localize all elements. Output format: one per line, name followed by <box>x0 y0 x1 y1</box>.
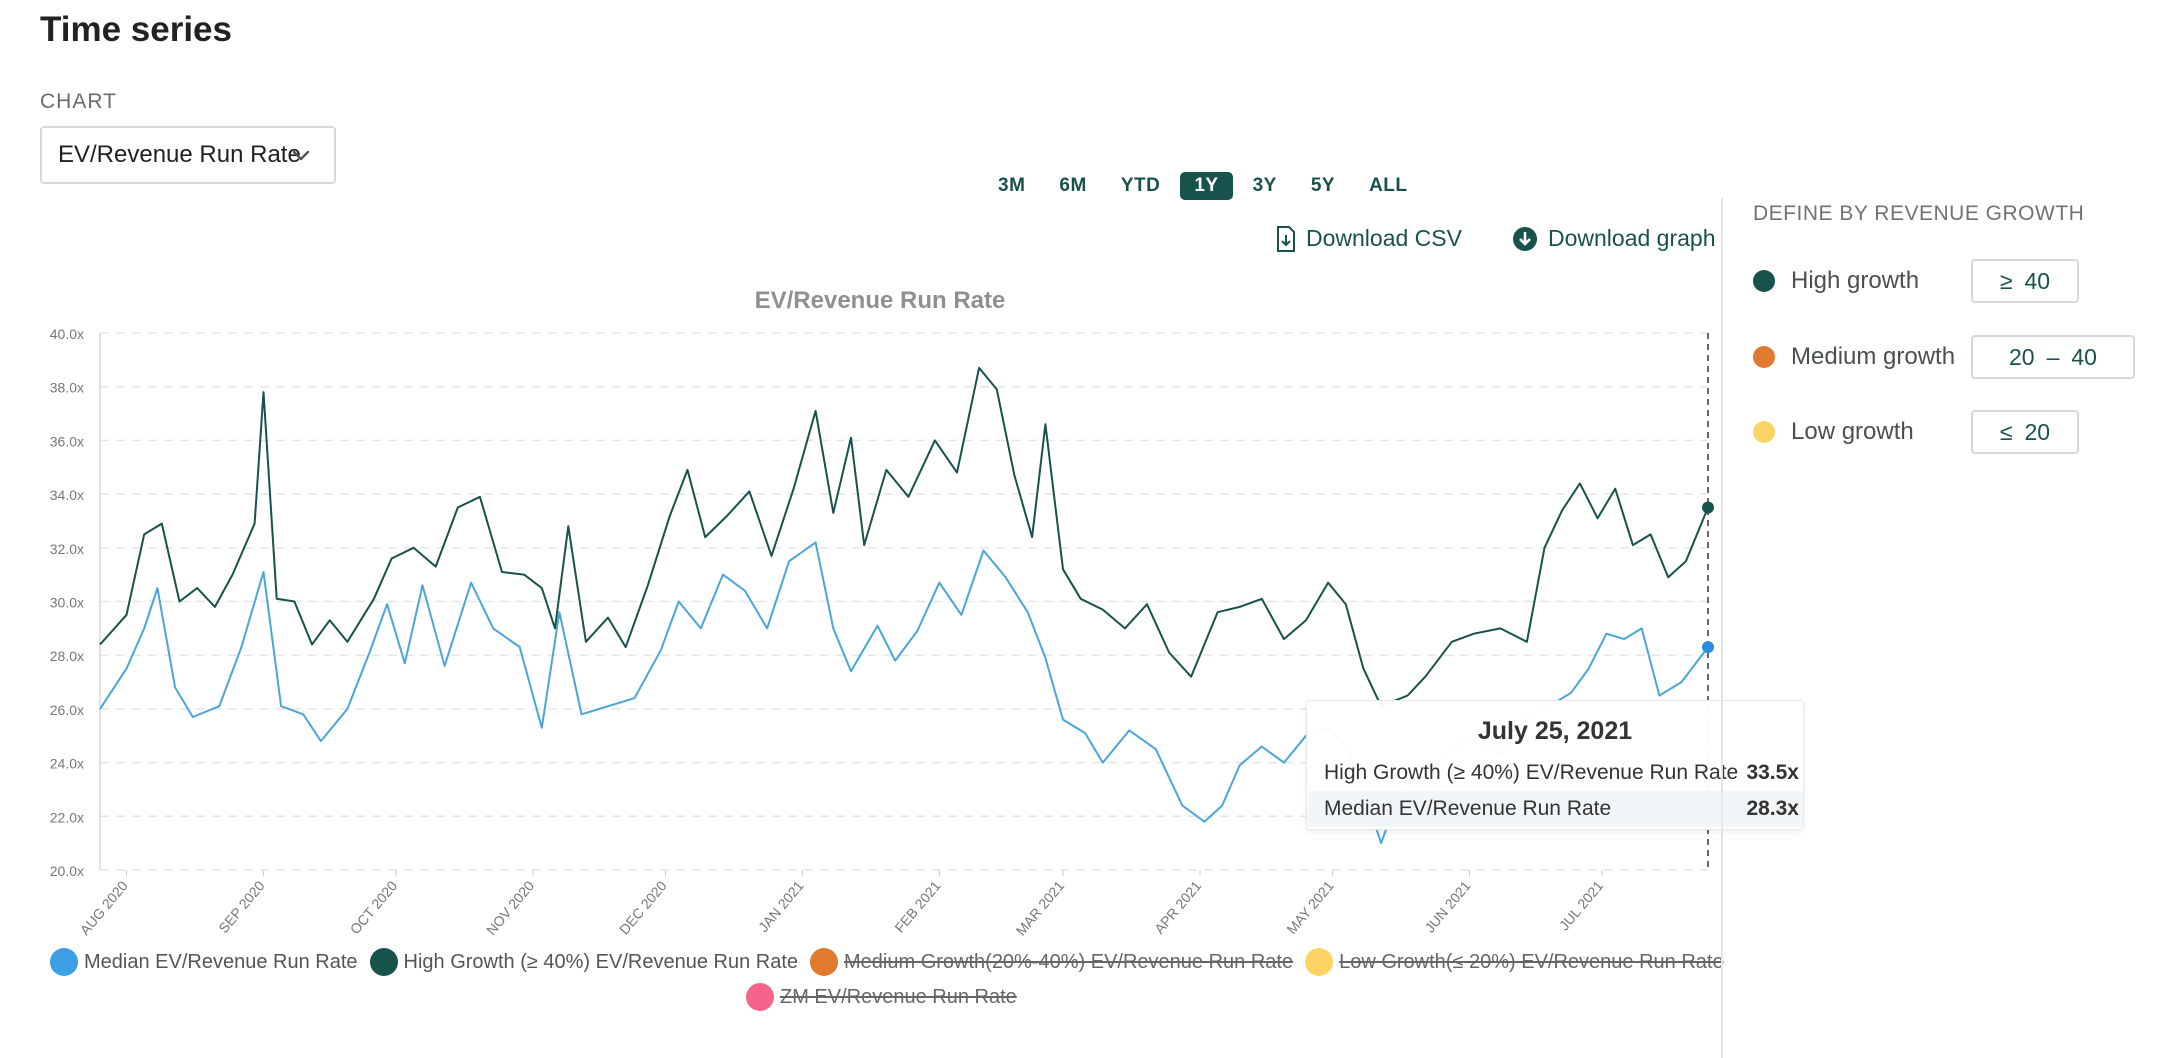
y-tick-label: 22.0x <box>50 809 84 825</box>
download-csv-label: Download CSV <box>1306 225 1462 251</box>
low-growth-threshold-input[interactable]: ≤ 20 <box>1971 410 2079 454</box>
chart-select[interactable]: EV/Revenue Run Rate <box>40 126 336 184</box>
legend-item[interactable]: High Growth (≥ 40%) EV/Revenue Run Rate <box>369 948 799 976</box>
range-tab-6m[interactable]: 6M <box>1059 175 1087 196</box>
high-growth-threshold-input[interactable]: ≥ 40 <box>1971 259 2079 303</box>
chart-title: EV/Revenue Run Rate <box>754 287 1006 314</box>
tooltip-series-value: 28.3x <box>1746 797 1799 820</box>
tooltip-row: High Growth (≥ 40%) EV/Revenue Run Rate … <box>1308 755 1803 791</box>
legend-label: Medium Growth(20%-40%) EV/Revenue Run Ra… <box>844 950 1294 973</box>
chart-tooltip: July 25, 2021 High Growth (≥ 40%) EV/Rev… <box>1306 700 1804 830</box>
x-tick-label: OCT 2020 <box>347 877 401 937</box>
legend-color-dot <box>810 948 838 976</box>
medium-growth-max: 40 <box>2071 343 2097 370</box>
y-tick-label: 28.0x <box>50 648 84 664</box>
chart-select-label: CHART <box>40 90 117 113</box>
chevron-down-icon <box>292 150 310 161</box>
tooltip-series-name: High Growth (≥ 40%) EV/Revenue Run Rate <box>1324 761 1739 784</box>
x-tick-label: JUN 2021 <box>1421 877 1473 935</box>
legend-color-dot <box>1305 948 1334 976</box>
low-growth-label: Low growth <box>1791 418 1914 445</box>
high-growth-min: 40 <box>2024 267 2051 294</box>
medium-growth-label: Medium growth <box>1791 343 1956 370</box>
range-tab-ytd[interactable]: YTD <box>1120 175 1161 196</box>
x-tick-label: MAR 2021 <box>1013 877 1068 938</box>
growth-row-low: Low growth ≤ 20 <box>1753 410 2079 454</box>
hover-point <box>1702 641 1714 654</box>
medium-growth-dot <box>1753 346 1775 368</box>
tooltip-row: Median EV/Revenue Run Rate 28.3x <box>1308 791 1803 827</box>
x-tick-label: DEC 2020 <box>616 877 670 937</box>
legend-label: High Growth (≥ 40%) EV/Revenue Run Rate <box>403 950 799 973</box>
chart-select-value: EV/Revenue Run Rate <box>58 141 301 168</box>
legend-color-dot <box>746 983 774 1011</box>
download-graph-label: Download graph <box>1548 225 1716 251</box>
file-download-icon <box>1277 225 1295 252</box>
x-tick-label: NOV 2020 <box>483 877 537 938</box>
define-growth-title: DEFINE BY REVENUE GROWTH <box>1753 202 2085 225</box>
x-tick-label: JUL 2021 <box>1556 877 1607 933</box>
high-growth-label: High growth <box>1791 267 1920 294</box>
chart-legend: Median EV/Revenue Run Rate High Growth (≥… <box>50 948 1736 976</box>
y-tick-label: 34.0x <box>50 487 84 503</box>
download-graph-button[interactable]: Download graph <box>1512 225 1716 252</box>
download-csv-button[interactable]: Download CSV <box>1276 225 1462 252</box>
legend-label: Low Growth(≤ 20%) EV/Revenue Run Rate <box>1339 950 1724 973</box>
y-tick-label: 40.0x <box>50 326 84 342</box>
legend-label: Median EV/Revenue Run Rate <box>84 950 358 973</box>
x-tick-label: APR 2021 <box>1151 877 1204 936</box>
medium-growth-range-input[interactable]: 20 – 40 <box>1971 335 2135 379</box>
chart-legend-row-2: ZM EV/Revenue Run Rate <box>746 983 1029 1011</box>
range-tab-all[interactable]: ALL <box>1369 175 1408 196</box>
high-growth-dot <box>1753 270 1775 292</box>
x-tick-label: SEP 2020 <box>215 877 268 936</box>
x-tick-label: JAN 2021 <box>755 877 807 935</box>
y-tick-label: 30.0x <box>50 595 84 611</box>
y-tick-label: 20.0x <box>50 863 84 879</box>
line-chart: 20.0x 22.0x 24.0x 26.0x 28.0x 30.0x 32.0x 34.0x… <box>50 326 1714 939</box>
legend-item[interactable]: ZM EV/Revenue Run Rate <box>746 983 1017 1011</box>
growth-row-high: High growth ≥ 40 <box>1753 259 2079 303</box>
y-tick-label: 24.0x <box>50 756 84 772</box>
tooltip-series-name: Median EV/Revenue Run Rate <box>1324 797 1612 820</box>
legend-color-dot <box>369 948 398 976</box>
y-tick-label: 36.0x <box>50 433 84 449</box>
series-line <box>99 366 1709 708</box>
x-tick-label: AUG 2020 <box>77 877 131 938</box>
low-growth-dot <box>1753 421 1775 443</box>
operator-gte: ≥ <box>1999 267 2013 294</box>
legend-item[interactable]: Low Growth(≤ 20%) EV/Revenue Run Rate <box>1305 948 1724 976</box>
low-growth-max: 20 <box>2024 418 2051 445</box>
y-tick-label: 38.0x <box>50 380 84 396</box>
panel-divider <box>1721 198 1723 1058</box>
medium-growth-min: 20 <box>2009 343 2035 370</box>
tooltip-date: July 25, 2021 <box>1477 717 1633 745</box>
range-tab-3y[interactable]: 3Y <box>1252 175 1277 196</box>
y-tick-label: 26.0x <box>50 702 84 718</box>
range-tab-5y[interactable]: 5Y <box>1310 175 1336 196</box>
range-separator: – <box>2046 343 2060 370</box>
legend-item[interactable]: Medium Growth(20%-40%) EV/Revenue Run Ra… <box>810 948 1293 976</box>
legend-color-dot <box>50 948 78 976</box>
page-title: Time series <box>40 10 232 49</box>
hover-point <box>1702 501 1714 514</box>
x-tick-label: FEB 2021 <box>891 877 943 935</box>
range-tab-1y[interactable]: 1Y <box>1180 172 1233 200</box>
download-circle-icon <box>1513 226 1537 251</box>
range-tab-3m[interactable]: 3M <box>998 175 1026 196</box>
legend-item[interactable]: Median EV/Revenue Run Rate <box>50 948 358 976</box>
x-tick-label: MAY 2021 <box>1283 877 1337 937</box>
range-tabs: 3M 6M YTD 1Y 3Y 5Y ALL <box>984 172 1428 200</box>
operator-lte: ≤ <box>1999 418 2013 445</box>
tooltip-series-value: 33.5x <box>1746 761 1799 784</box>
growth-row-medium: Medium growth 20 – 40 <box>1753 335 2135 379</box>
legend-label: ZM EV/Revenue Run Rate <box>780 985 1017 1008</box>
y-tick-label: 32.0x <box>50 541 84 557</box>
